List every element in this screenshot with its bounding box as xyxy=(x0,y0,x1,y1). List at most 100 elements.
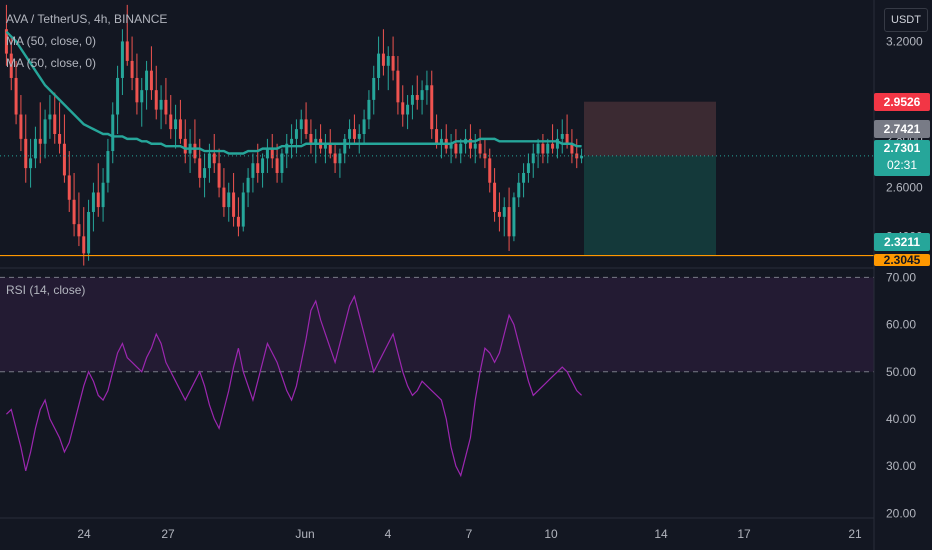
candle xyxy=(251,153,255,193)
candle-body xyxy=(9,53,13,78)
symbol-title[interactable]: AVA / TetherUS, 4h, BINANCE xyxy=(6,12,168,26)
candle-body xyxy=(120,41,124,78)
candle xyxy=(140,77,144,127)
candle-body xyxy=(62,143,66,176)
candle-body xyxy=(309,134,313,144)
candle-body xyxy=(377,53,381,78)
rsi-legend[interactable]: RSI (14, close) xyxy=(6,283,86,297)
candle xyxy=(294,119,298,154)
candle-body xyxy=(96,192,100,208)
candle xyxy=(517,172,521,208)
candle xyxy=(198,138,202,188)
candle-body xyxy=(275,158,279,173)
target-price-tag: 2.9526 xyxy=(874,93,930,111)
candle-body xyxy=(48,114,52,120)
candle-body xyxy=(449,143,453,149)
candle xyxy=(29,138,33,188)
candle-body xyxy=(555,138,559,149)
target-zone[interactable] xyxy=(584,101,716,156)
candle xyxy=(377,36,381,91)
candle-body xyxy=(53,114,57,134)
candle xyxy=(415,75,419,110)
candle xyxy=(493,168,497,222)
candle xyxy=(236,197,240,237)
candle xyxy=(203,153,207,198)
candle xyxy=(227,182,231,222)
candle xyxy=(488,148,492,193)
candle xyxy=(401,85,405,127)
candle-body xyxy=(111,114,115,152)
candle-body xyxy=(193,143,197,159)
candle-body xyxy=(246,177,250,193)
candle-body xyxy=(130,60,134,78)
candle xyxy=(406,95,410,130)
rsi-tick-label: 40.00 xyxy=(886,412,916,426)
candle xyxy=(357,124,361,154)
prev-price-tag: 2.7421 xyxy=(874,120,930,138)
ma-legend-2[interactable]: MA (50, close, 0) xyxy=(6,56,97,70)
candle xyxy=(362,109,366,144)
time-tick-label: Jun xyxy=(295,527,314,541)
candle xyxy=(24,114,28,183)
candle-body xyxy=(207,153,211,169)
candle xyxy=(449,134,453,164)
time-tick-label: 17 xyxy=(737,527,751,541)
level-price-tag: 2.3211 xyxy=(874,233,930,251)
candle xyxy=(241,182,245,232)
moving-average-line xyxy=(5,30,582,155)
horizontal-levels xyxy=(0,155,874,257)
candle-body xyxy=(352,129,356,139)
candle-body xyxy=(396,70,400,103)
candle-body xyxy=(415,95,419,100)
candle xyxy=(420,80,424,115)
candle xyxy=(546,138,550,164)
candle xyxy=(275,143,279,183)
currency-button[interactable]: USDT xyxy=(884,8,928,32)
candle xyxy=(145,60,149,110)
candle xyxy=(217,148,221,198)
candle xyxy=(149,46,153,100)
candle-body xyxy=(565,134,569,144)
candle-body xyxy=(367,99,371,120)
candle-body xyxy=(135,77,139,103)
candle xyxy=(130,36,134,91)
candle-body xyxy=(560,134,564,139)
candle-body xyxy=(410,95,414,105)
candle-body xyxy=(459,143,463,154)
candle-body xyxy=(227,192,231,208)
candle-body xyxy=(232,192,236,217)
candle xyxy=(33,126,37,169)
last-price-value: 2.7301 xyxy=(883,141,921,155)
candle-body xyxy=(372,77,376,100)
candle xyxy=(120,29,124,96)
candle xyxy=(62,114,66,183)
rsi-tick-label: 60.00 xyxy=(886,318,916,332)
candle-body xyxy=(174,119,178,130)
candle-body xyxy=(72,199,76,225)
candle xyxy=(309,119,313,154)
ma-legend-1[interactable]: MA (50, close, 0) xyxy=(6,34,97,48)
time-tick-label: 7 xyxy=(466,527,473,541)
candle xyxy=(560,119,564,154)
candle-body xyxy=(348,129,352,139)
candle-body xyxy=(323,143,327,149)
rsi-band-fill xyxy=(0,277,874,372)
candle xyxy=(541,134,545,164)
candle-body xyxy=(488,158,492,183)
stop-zone[interactable] xyxy=(584,155,716,256)
candle-body xyxy=(29,158,33,169)
candle-body xyxy=(391,56,395,71)
candle xyxy=(531,143,535,178)
candle-body xyxy=(33,138,37,159)
candle xyxy=(314,129,318,164)
candle-body xyxy=(473,143,477,149)
candle xyxy=(106,138,110,193)
candle-body xyxy=(406,104,410,115)
candle xyxy=(497,192,501,232)
candle-body xyxy=(77,224,81,237)
candle-body xyxy=(507,207,511,237)
candle-body xyxy=(425,85,429,91)
time-tick-label: 4 xyxy=(385,527,392,541)
